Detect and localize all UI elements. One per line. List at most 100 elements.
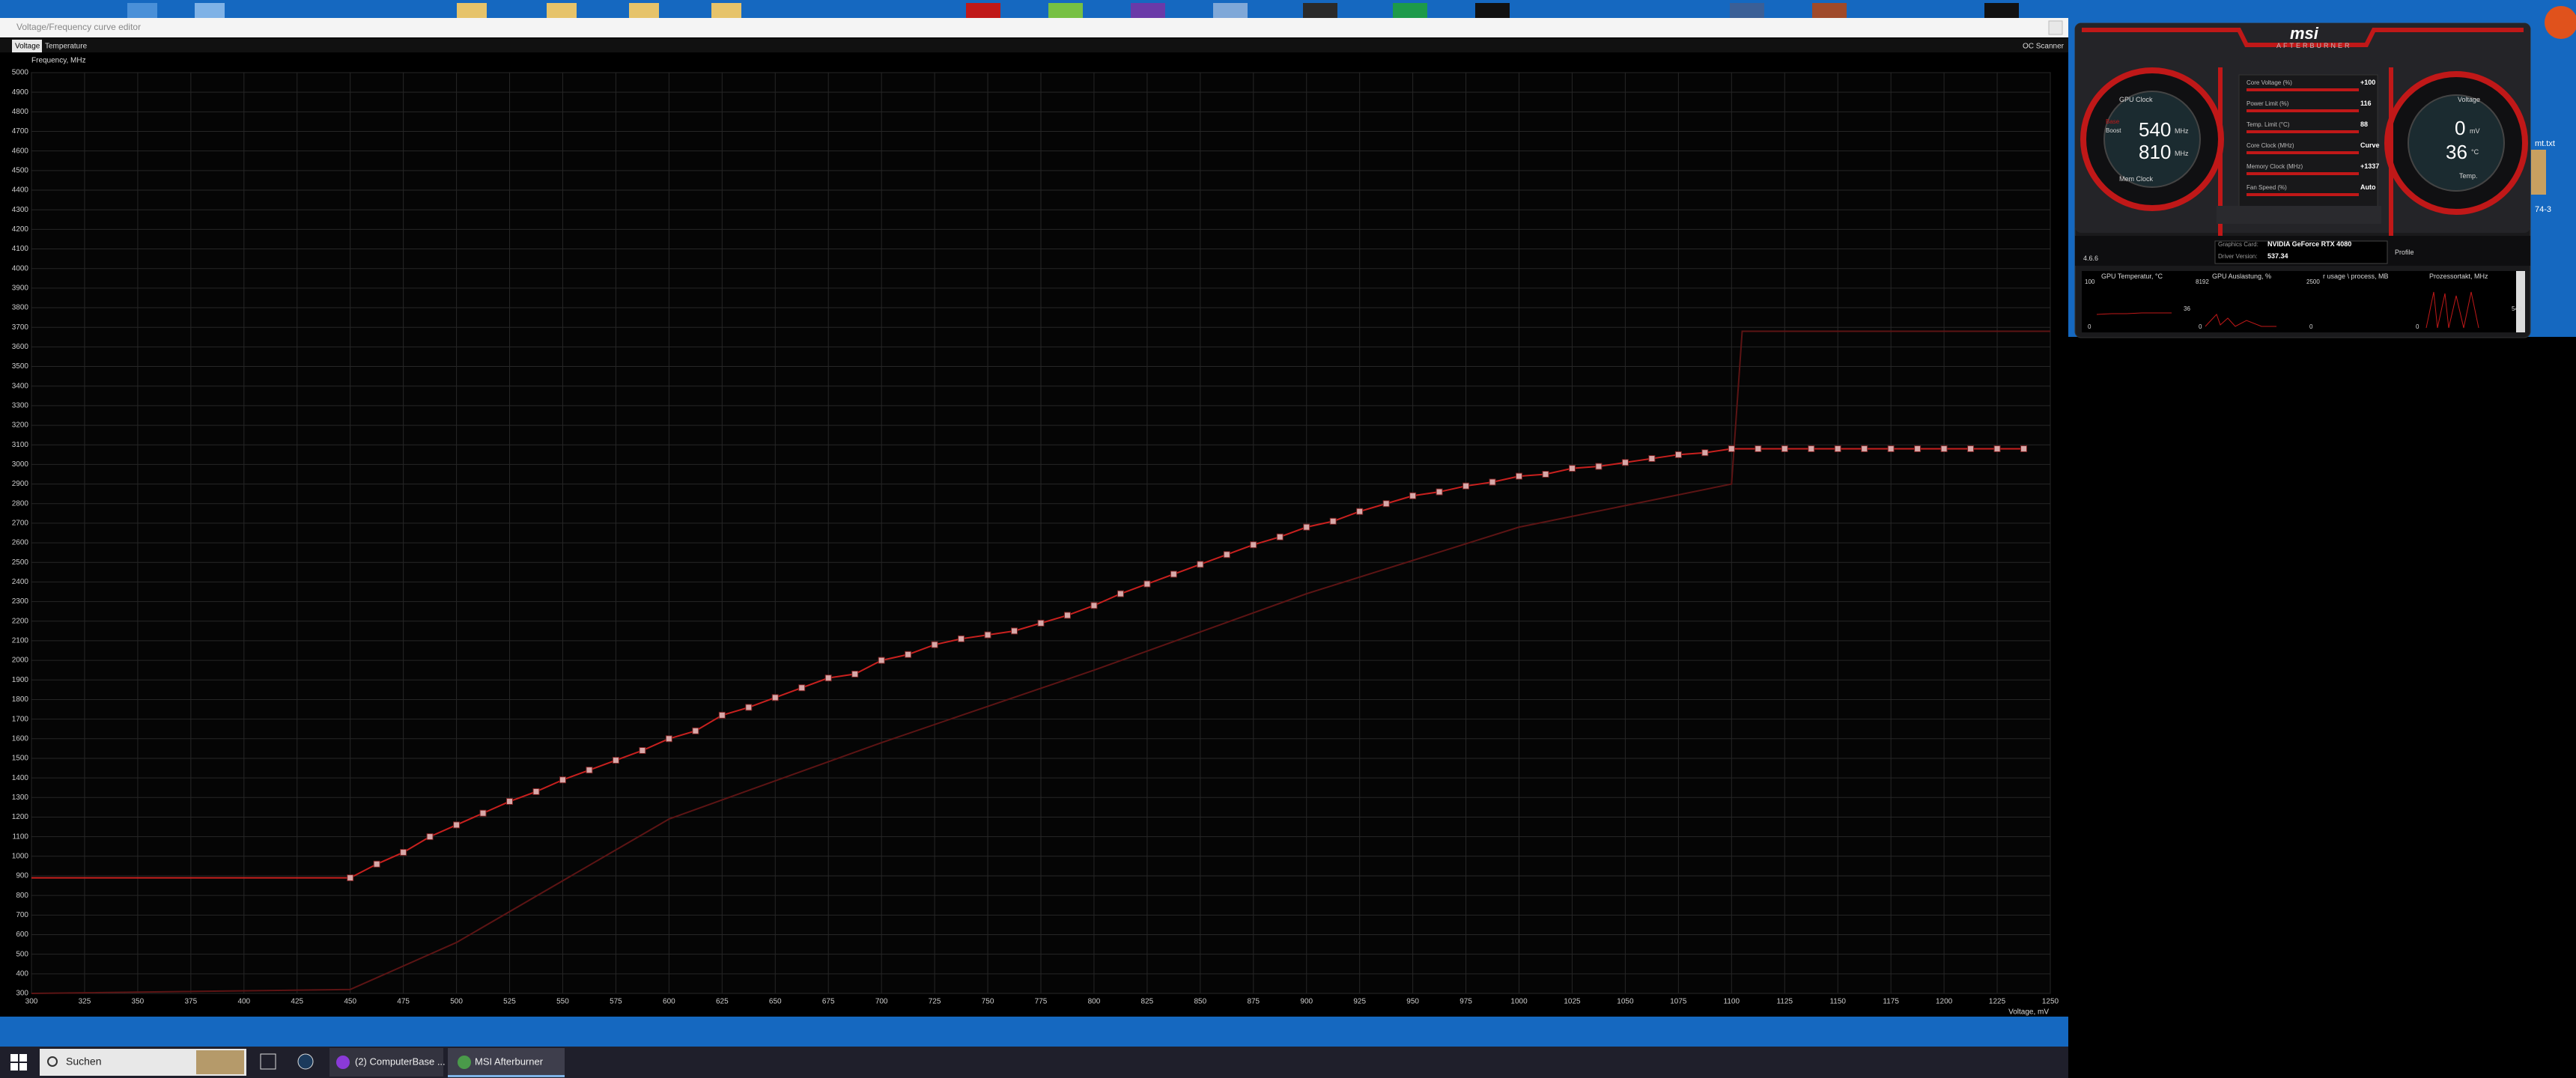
icon: [1213, 3, 1248, 18]
gauge-unit: MHz: [2175, 150, 2189, 157]
task-label[interactable]: MSI Afterburner: [475, 1056, 544, 1067]
task-label[interactable]: (2) ComputerBase ...: [355, 1056, 446, 1067]
steam-icon[interactable]: [297, 1053, 314, 1070]
graph-title: r usage \ process, MB: [2323, 272, 2389, 280]
y-tick-label: 3800: [12, 304, 29, 312]
x-tick-label: 1250: [2042, 998, 2059, 1006]
start-icon: [19, 1063, 27, 1071]
curve-point: [984, 631, 991, 639]
curve-line: [31, 330, 2050, 994]
tab[interactable]: Temperature: [45, 43, 88, 51]
curve-point: [745, 704, 753, 711]
curve-point: [1861, 445, 1868, 452]
y-tick-label: 1700: [12, 715, 29, 723]
red-trim: [2389, 67, 2393, 240]
curve-point: [931, 641, 938, 648]
x-tick-label: 475: [397, 998, 410, 1006]
x-tick-label: 1225: [1989, 998, 2006, 1006]
curve-point: [532, 788, 540, 795]
graph-title: GPU Temperatur, °C: [2101, 272, 2163, 280]
curve-point: [1489, 478, 1496, 486]
slider-label: Fan Speed (%): [2247, 184, 2287, 191]
plot: 300 400 500 600 700 800 900 1000 1100 1200 1300 140…: [12, 69, 2059, 1006]
monitor-gap-lower: [2068, 337, 2576, 1078]
x-tick-label: 500: [450, 998, 463, 1006]
x-tick-label: 700: [875, 998, 888, 1006]
slider-track[interactable]: [2247, 193, 2359, 196]
graph-title: Prozessortakt, MHz: [2429, 272, 2488, 280]
gauge-legend: Base: [2106, 118, 2120, 125]
y-tick-label: 2700: [12, 520, 29, 528]
curve-point: [1117, 590, 1124, 597]
scrollbar[interactable]: [2516, 271, 2525, 332]
profile-label: Profile: [2395, 249, 2414, 256]
left-gauge-inner: [2103, 91, 2201, 188]
gauge-unit: °C: [2471, 148, 2479, 156]
x-tick-label: 1050: [1617, 998, 1634, 1006]
slider-track[interactable]: [2247, 109, 2359, 112]
icon: [966, 3, 1000, 18]
graph-max: 2500: [2306, 278, 2320, 285]
icon: [2531, 150, 2546, 195]
gauge-label: Mem Clock: [2119, 175, 2154, 183]
y-tick-label: 3300: [12, 402, 29, 410]
window-title: Voltage/Frequency curve editor: [16, 22, 141, 32]
y-axis-label: Frequency, MHz: [31, 57, 86, 65]
y-tick-label: 3100: [12, 441, 29, 449]
y-tick-label: 1200: [12, 813, 29, 821]
start-icon: [19, 1054, 27, 1062]
y-tick-label: 4200: [12, 225, 29, 234]
curve-point: [1914, 445, 1922, 452]
y-tick-label: 4300: [12, 206, 29, 214]
x-tick-label: 1175: [1883, 998, 1899, 1006]
graph-title: GPU Auslastung, %: [2212, 272, 2272, 280]
y-tick-label: 2800: [12, 499, 29, 508]
oc-scanner-button[interactable]: OC Scanner: [2023, 43, 2065, 51]
curve-point: [1462, 482, 1470, 490]
slider-track[interactable]: [2247, 172, 2359, 175]
x-tick-label: 925: [1353, 998, 1366, 1006]
y-tick-label: 1000: [12, 852, 29, 860]
curve-point: [1940, 445, 1948, 452]
graph-line: [2205, 314, 2276, 327]
icon: [457, 3, 487, 18]
curve-point: [612, 757, 619, 764]
driver-label: Driver Version:: [2218, 253, 2258, 260]
task-view-icon[interactable]: [260, 1053, 276, 1070]
graph-min: 0: [2199, 323, 2202, 330]
y-tick-label: 3000: [12, 460, 29, 469]
curve-point: [958, 635, 965, 642]
search-illustration: [196, 1050, 244, 1074]
tab[interactable]: Voltage: [15, 43, 40, 51]
x-tick-label: 525: [503, 998, 516, 1006]
slider-track[interactable]: [2247, 151, 2359, 154]
curve-point: [798, 684, 806, 692]
tab-active[interactable]: [12, 40, 42, 52]
slider-track[interactable]: [2247, 130, 2359, 133]
y-tick-label: 2200: [12, 617, 29, 625]
y-tick-label: 2600: [12, 539, 29, 547]
start-icon[interactable]: [10, 1054, 18, 1062]
card-label: Graphics Card:: [2218, 241, 2258, 248]
tab-bar: [0, 39, 2068, 52]
close-button[interactable]: [2048, 20, 2063, 35]
curve-point: [1197, 561, 1204, 568]
slider-value: +100: [2360, 79, 2376, 86]
icon: [547, 3, 577, 18]
curve-point: [1436, 488, 1443, 496]
app-icon: [458, 1056, 471, 1069]
y-tick-label: 1900: [12, 676, 29, 684]
graph-min: 0: [2416, 323, 2419, 330]
x-tick-label: 1200: [1936, 998, 1953, 1006]
curve-point: [1223, 551, 1230, 558]
y-tick-label: 4500: [12, 166, 29, 174]
y-tick-label: 3200: [12, 421, 29, 430]
curve-point: [1329, 517, 1337, 525]
slider-track[interactable]: [2247, 88, 2359, 91]
curve-point: [1276, 533, 1284, 540]
curve-point: [1887, 445, 1895, 452]
slider-label: Core Voltage (%): [2247, 79, 2292, 86]
search-text[interactable]: Suchen: [66, 1056, 101, 1068]
